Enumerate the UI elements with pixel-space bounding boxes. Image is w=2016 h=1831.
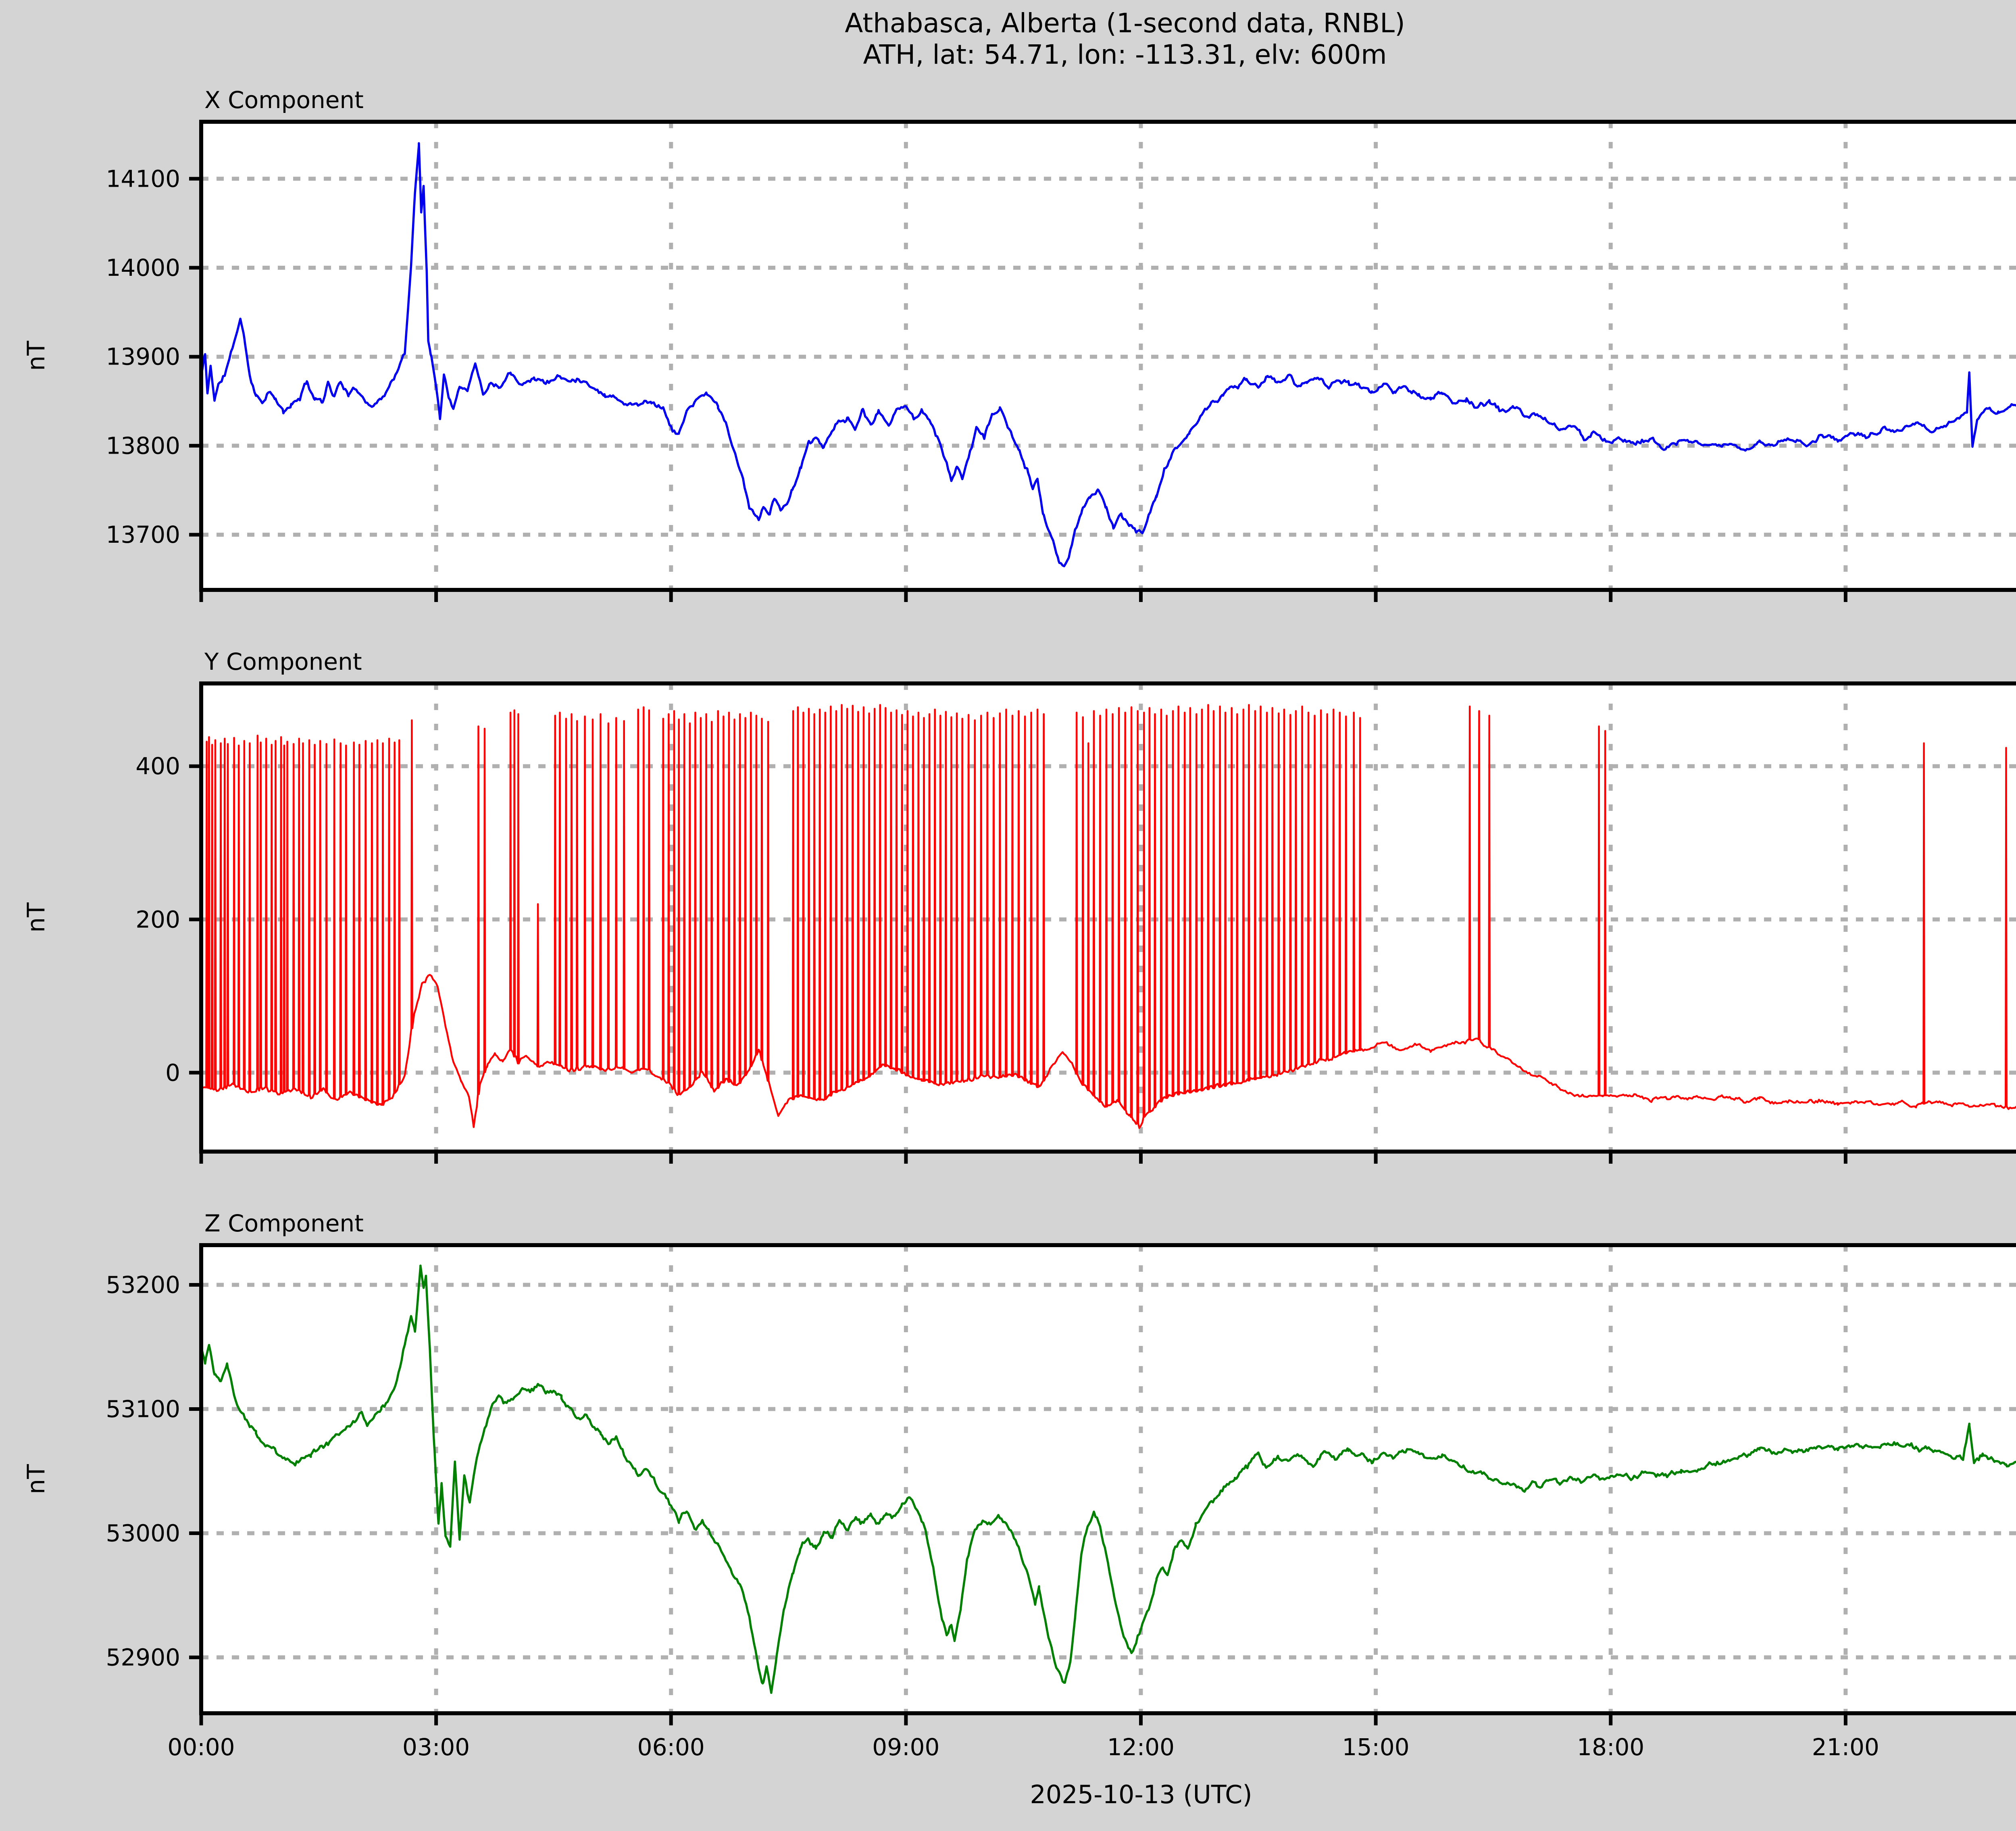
subplot-title: Y Component [204,648,362,675]
figure-title-line1: Athabasca, Alberta (1-second data, RNBL) [845,8,1405,39]
plot-background [201,1245,2016,1713]
y-tick-label: 53200 [106,1271,180,1299]
y-tick-label: 53100 [106,1396,180,1423]
y-tick-label: 14100 [106,165,180,192]
x-axis-label: 2025-10-13 (UTC) [1030,1780,1252,1809]
x-tick-label: 21:00 [1812,1733,1879,1761]
axes-frame [199,681,2016,1154]
z-series-line [200,1264,2016,1694]
axes-frame [199,120,2016,592]
x-tick-label: 03:00 [402,1733,470,1761]
x-tick-label: 09:00 [872,1733,939,1761]
axes-frame [199,1243,2016,1715]
y-series-line [200,704,2016,1129]
y-tick-label: 53000 [106,1519,180,1547]
x-tick-label: 06:00 [637,1733,705,1761]
subplot-title: X Component [204,86,364,114]
x-tick-label: 00:00 [167,1733,235,1761]
y-tick-label: 200 [135,906,180,933]
y-tick-label: 0 [165,1059,180,1086]
y-tick-label: 52900 [106,1644,180,1671]
y-tick-label: 13900 [106,343,180,371]
y-axis-unit-label: nT [22,902,50,933]
y-axis-unit-label: nT [22,1464,50,1494]
y-tick-label: 400 [135,752,180,780]
y-axis-unit-label: nT [22,341,50,371]
subplot-title: Z Component [204,1210,364,1237]
subplot-y: 0 200 400 Y Component nT [22,648,2016,1164]
x-tick-label: 15:00 [1342,1733,1410,1761]
figure-title-line2: ATH, lat: 54.71, lon: -113.31, elv: 600m [863,39,1387,70]
y-tick-label: 13800 [106,432,180,459]
x-tick-label: 18:00 [1577,1733,1644,1761]
x-tick-label: 12:00 [1107,1733,1175,1761]
y-tick-label: 14000 [106,254,180,281]
chart-built-layer: 13700 13800 13900 14000 14100 X Component nT 0 2… [22,86,2016,1761]
subplot-z: 52900 53000 53100 53200 Z Component nT [22,1210,2016,1725]
y-tick-label: 13700 [106,521,180,548]
subplot-x: 13700 13800 13900 14000 14100 X Component nT [22,86,2016,602]
x-series-line [200,142,2016,567]
